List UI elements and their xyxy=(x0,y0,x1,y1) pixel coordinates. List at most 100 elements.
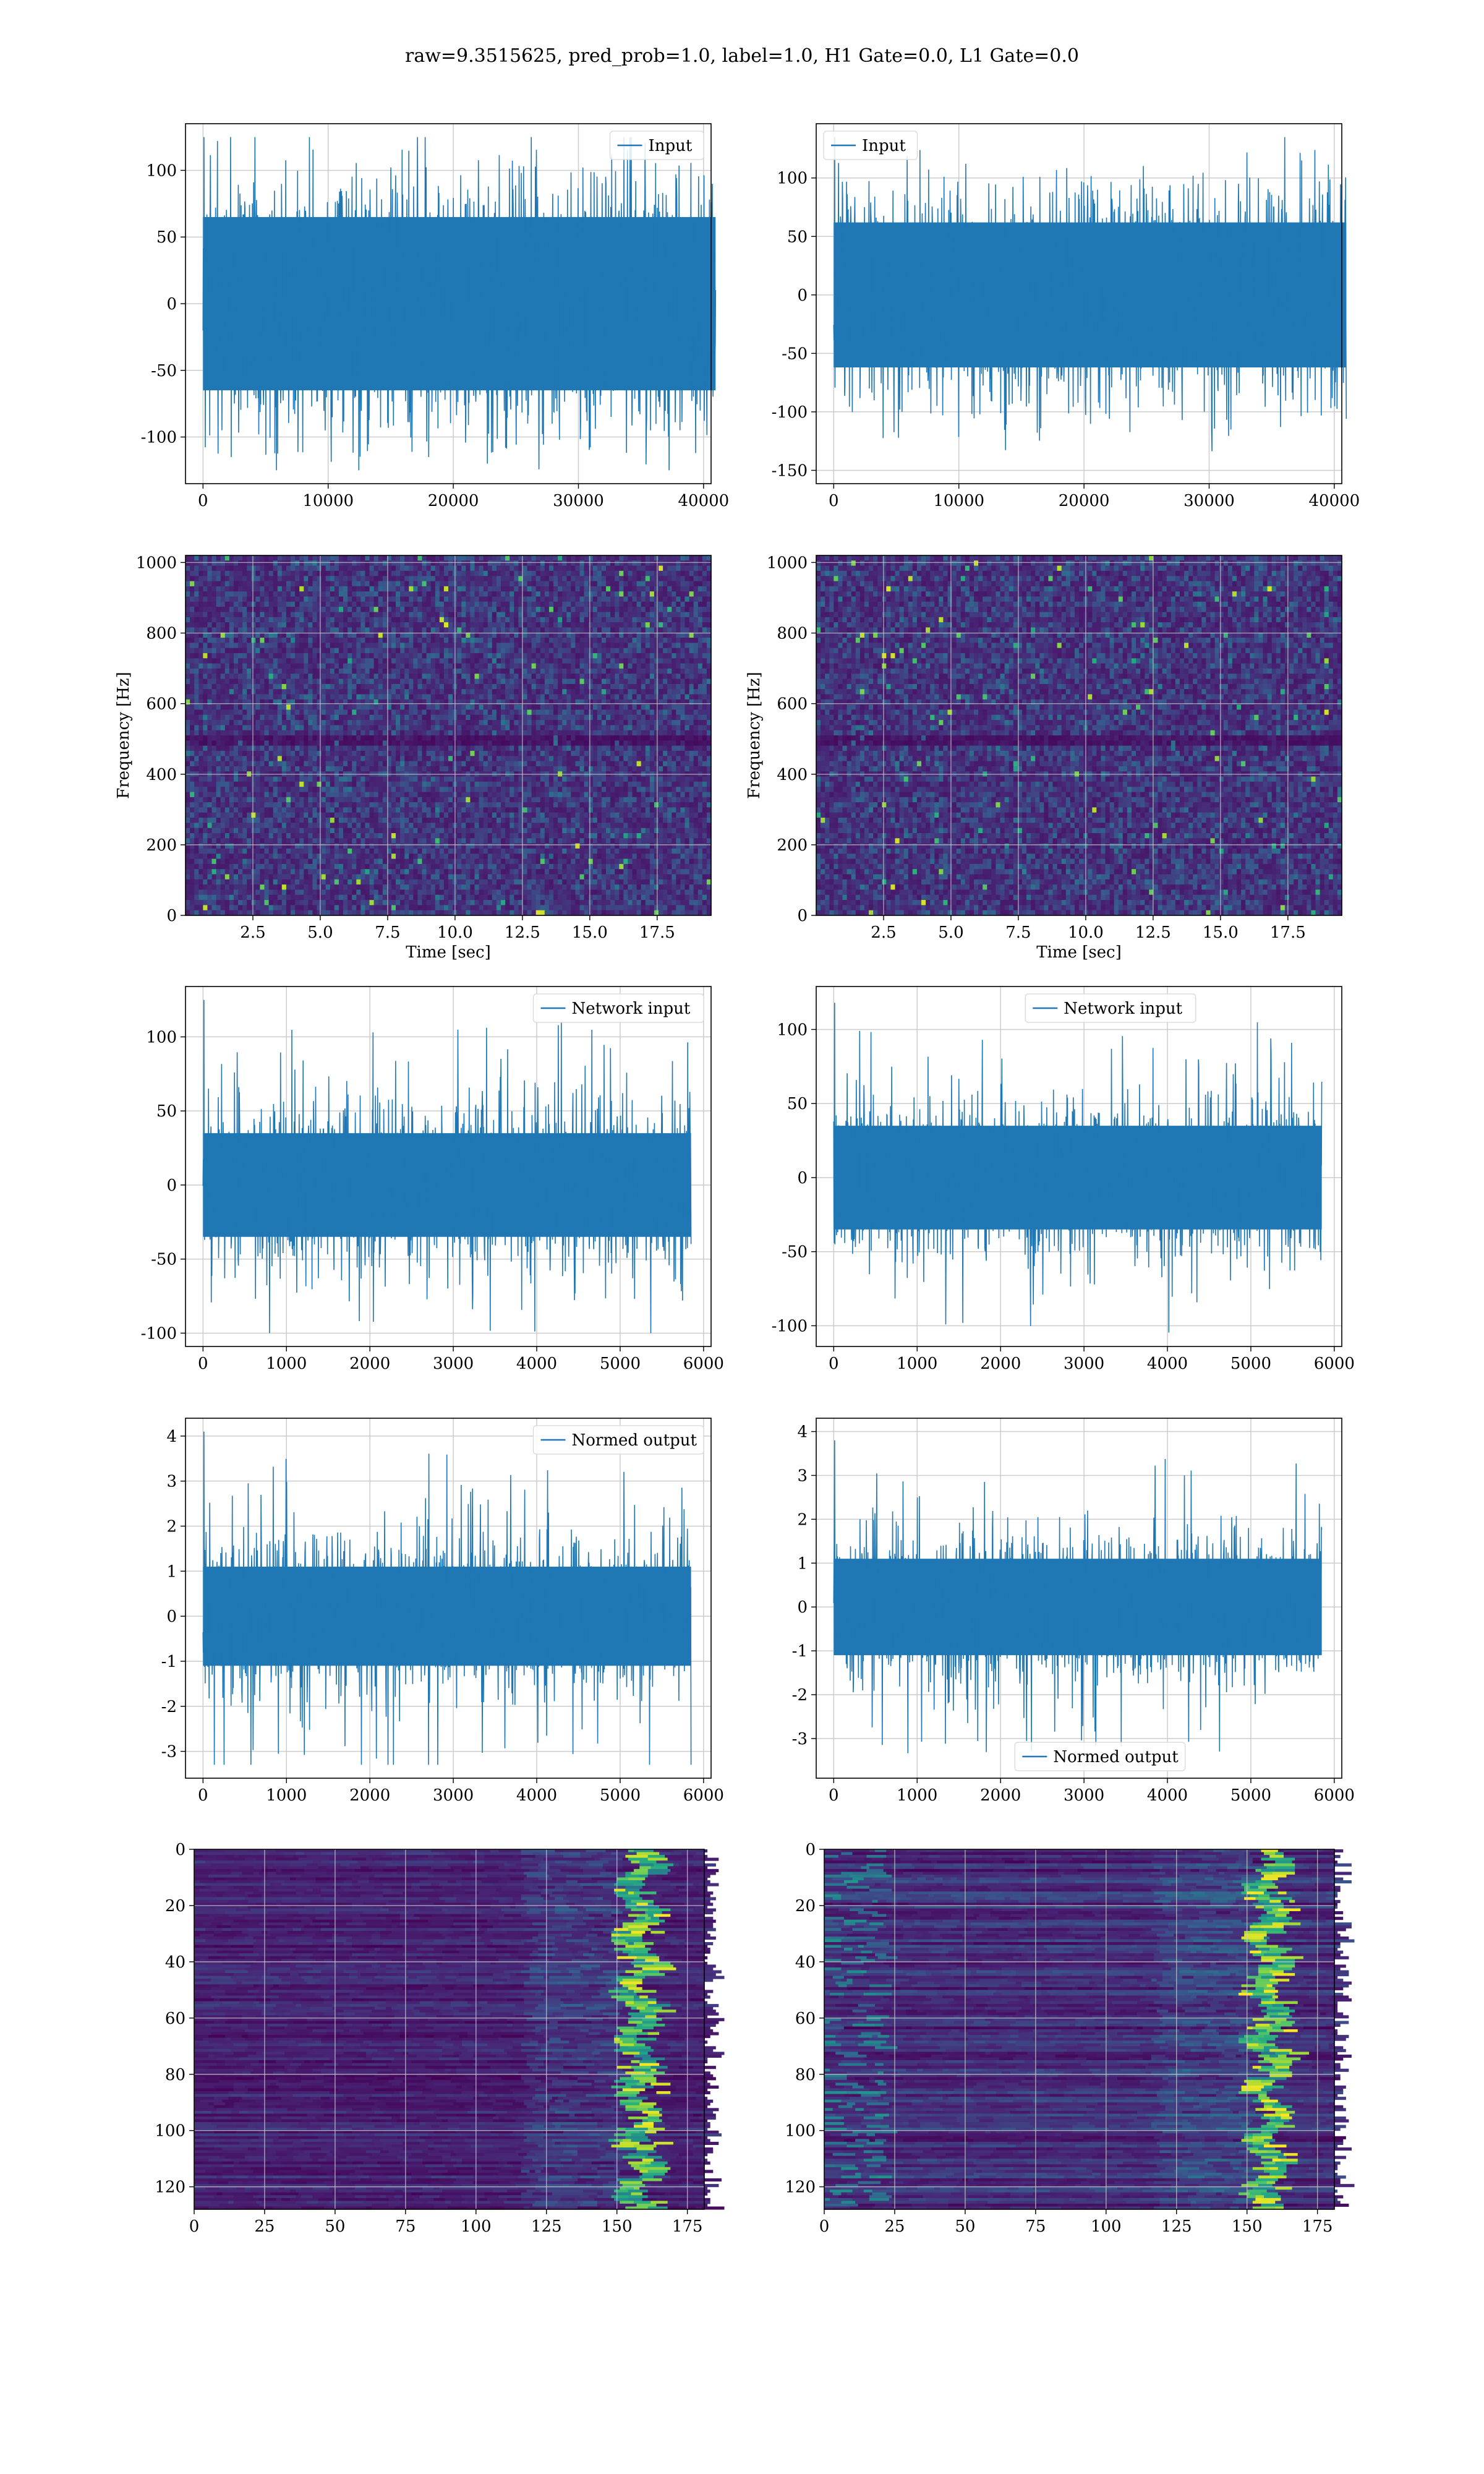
spectrogram-cell xyxy=(322,746,326,751)
spectrogram-cell xyxy=(308,643,313,648)
spectrogram-cell xyxy=(360,622,365,628)
spectrogram-cell xyxy=(234,555,239,561)
spectrogram-cell xyxy=(619,658,624,664)
spectrogram-cell xyxy=(628,586,633,592)
spectrogram-cell xyxy=(584,607,589,612)
spectrogram-cell xyxy=(207,617,212,623)
spectrogram-cell xyxy=(326,586,331,592)
spectrogram-cell xyxy=(286,735,291,741)
spectrogram-cell xyxy=(545,725,550,730)
spectrogram-cell xyxy=(584,581,589,587)
spectrogram-cell xyxy=(330,617,335,623)
spectrogram-cell xyxy=(566,720,571,726)
spectrogram-cell xyxy=(238,658,243,664)
spectrogram-cell xyxy=(597,664,602,669)
spectrogram-cell xyxy=(698,751,703,756)
spectrogram-cell xyxy=(308,756,313,761)
spectrogram-cell xyxy=(488,674,493,679)
spectrogram-cell xyxy=(457,617,462,623)
spectrogram-cell xyxy=(562,571,567,576)
spectrogram-cell xyxy=(273,602,278,607)
spectrogram-cell xyxy=(417,684,422,690)
spectrogram-cell xyxy=(527,761,532,767)
spectrogram-cell xyxy=(417,720,422,726)
spectrogram-cell xyxy=(444,689,449,695)
spectrogram-cell xyxy=(676,653,681,659)
spectrogram-cell xyxy=(545,720,550,726)
spectrogram-image xyxy=(186,555,712,916)
spectrogram-cell xyxy=(492,746,497,751)
spectrogram-cell xyxy=(448,695,453,700)
spectrogram-cell xyxy=(207,664,212,669)
spectrogram-cell xyxy=(641,586,646,592)
spectrogram-cell xyxy=(575,679,580,685)
spectrogram-cell xyxy=(299,560,304,566)
spectrogram-cell xyxy=(198,756,203,761)
spectrogram-cell xyxy=(409,700,414,705)
spectrogram-cell xyxy=(619,669,624,674)
spectrogram-cell xyxy=(610,648,615,654)
spectrogram-cell xyxy=(475,617,480,623)
spectrogram-cell xyxy=(378,735,383,741)
spectrogram-cell xyxy=(265,761,270,767)
spectrogram-cell xyxy=(221,751,226,756)
spectrogram-cell xyxy=(242,679,247,685)
spectrogram-cell xyxy=(540,597,545,602)
spectrogram-cell xyxy=(457,555,462,561)
spectrogram-cell xyxy=(527,627,532,633)
spectrogram-cell xyxy=(396,560,401,566)
spectrogram-cell xyxy=(545,700,550,705)
spectrogram-cell xyxy=(510,555,514,561)
spectrogram-cell xyxy=(343,735,348,741)
spectrogram-cell xyxy=(580,695,585,700)
spectrogram-cell xyxy=(470,746,475,751)
spectrogram-cell xyxy=(273,704,278,710)
spectrogram-cell xyxy=(558,586,563,592)
spectrogram-cell xyxy=(584,643,589,648)
spectrogram-cell xyxy=(343,664,348,669)
spectrogram-cell xyxy=(431,746,436,751)
spectrogram-cell xyxy=(312,581,317,587)
spectrogram-cell xyxy=(409,720,414,726)
spectrogram-cell xyxy=(431,622,436,628)
spectrogram-cell xyxy=(291,576,296,581)
spectrogram-cell xyxy=(549,684,554,690)
spectrogram-cell xyxy=(383,664,388,669)
spectrogram-cell xyxy=(615,735,620,741)
spectrogram-cell xyxy=(343,751,348,756)
spectrogram-cell xyxy=(352,622,357,628)
spectrogram-cell xyxy=(435,761,440,767)
spectrogram-cell xyxy=(247,695,252,700)
spectrogram-cell xyxy=(409,740,414,746)
spectrogram-cell xyxy=(448,612,453,618)
spectrogram-cell xyxy=(694,695,699,700)
spectrogram-cell xyxy=(680,643,685,648)
spectrogram-cell xyxy=(575,689,580,695)
spectrogram-cell xyxy=(335,643,339,648)
spectrogram-cell xyxy=(308,730,313,736)
spectrogram-cell xyxy=(488,653,493,659)
spectrogram-cell xyxy=(431,653,436,659)
spectrogram-cell xyxy=(510,730,514,736)
spectrogram-cell xyxy=(255,555,260,561)
spectrogram-cell xyxy=(365,725,370,730)
spectrogram-cell xyxy=(597,740,602,746)
spectrogram-cell xyxy=(610,735,615,741)
spectrogram-cell xyxy=(514,653,519,659)
spectrogram-cell xyxy=(339,597,344,602)
spectrogram-cell xyxy=(234,746,239,751)
spectrogram-cell xyxy=(383,720,388,726)
spectrogram-cell xyxy=(221,695,226,700)
spectrogram-cell xyxy=(400,560,405,566)
spectrogram-cell xyxy=(186,643,190,648)
spectrogram-cell xyxy=(646,715,650,721)
spectrogram-cell xyxy=(326,715,331,721)
spectrogram-cell xyxy=(186,638,190,643)
spectrogram-cell xyxy=(360,653,365,659)
spectrogram-cell xyxy=(457,586,462,592)
spectrogram-cell xyxy=(207,735,212,741)
spectrogram-cell xyxy=(391,664,396,669)
spectrogram-cell xyxy=(444,658,449,664)
spectrogram-cell xyxy=(584,761,589,767)
spectrogram-cell xyxy=(536,709,541,715)
